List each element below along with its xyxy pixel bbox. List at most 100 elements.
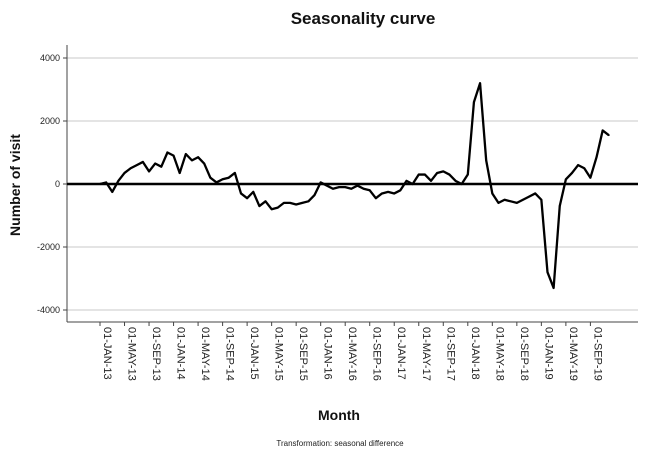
- data-point: [460, 183, 463, 185]
- data-point: [515, 202, 518, 204]
- data-point: [252, 190, 255, 193]
- data-point: [172, 154, 175, 157]
- y-axis-ticks: 4000 2000 0 -2000 -4000: [37, 53, 67, 315]
- data-point: [332, 187, 334, 190]
- data-point: [344, 186, 347, 189]
- data-point: [264, 200, 267, 203]
- data-point: [105, 181, 108, 184]
- data-point: [184, 153, 187, 155]
- x-axis-ticks: 01-JAN-13 01-MAY-13 01-SEP-13 01-JAN-14 01-M…: [99, 322, 603, 381]
- data-point: [283, 202, 285, 204]
- data-point: [522, 198, 524, 201]
- data-point: [142, 161, 144, 163]
- data-point: [393, 192, 396, 195]
- data-point: [442, 170, 445, 173]
- data-point: [227, 176, 230, 179]
- data-point: [607, 134, 610, 137]
- x-tick-label: 01-SEP-14: [224, 327, 236, 381]
- data-point: [209, 176, 212, 179]
- y-tick-label: 2000: [40, 116, 60, 126]
- chart-title: Seasonality curve: [291, 9, 436, 28]
- x-tick-label: 01-SEP-15: [297, 327, 309, 381]
- data-point: [246, 197, 249, 200]
- data-point: [160, 165, 163, 168]
- series-points: [99, 82, 610, 289]
- data-point: [362, 187, 365, 190]
- x-tick-label: 01-JAN-14: [175, 327, 187, 380]
- data-point: [503, 198, 506, 201]
- data-point: [534, 192, 537, 195]
- data-point: [509, 200, 512, 203]
- data-point: [129, 167, 132, 170]
- data-point: [601, 129, 604, 132]
- x-tick-label: 01-JAN-17: [395, 327, 407, 380]
- x-axis-label: Month: [318, 407, 360, 423]
- x-tick-label: 01-MAY-18: [493, 327, 505, 381]
- data-point: [558, 205, 561, 207]
- y-tick-label: -2000: [37, 242, 60, 252]
- data-point: [466, 173, 469, 176]
- data-point: [123, 172, 126, 174]
- data-point: [528, 195, 530, 198]
- data-point: [295, 203, 298, 206]
- data-point: [276, 206, 279, 209]
- data-point: [258, 205, 261, 207]
- data-point: [491, 192, 494, 195]
- data-point: [595, 156, 598, 159]
- data-point: [270, 208, 273, 211]
- data-point: [319, 181, 322, 184]
- data-point: [301, 202, 304, 204]
- data-point: [387, 190, 390, 193]
- data-point: [148, 170, 150, 173]
- data-point: [436, 172, 439, 174]
- data-point: [454, 179, 457, 182]
- data-point: [154, 162, 157, 165]
- x-tick-label: 01-MAY-17: [420, 327, 432, 381]
- data-point: [166, 151, 169, 154]
- data-point: [313, 194, 316, 196]
- data-point: [203, 162, 206, 165]
- data-point: [417, 173, 420, 176]
- data-point: [571, 172, 573, 174]
- x-tick-label: 01-SEP-19: [591, 327, 603, 381]
- data-point: [325, 184, 328, 187]
- x-tick-label: 01-JAN-18: [469, 327, 481, 380]
- x-tick-label: 01-MAY-13: [126, 327, 138, 381]
- data-point: [240, 192, 242, 195]
- data-point: [111, 190, 114, 193]
- data-point: [546, 271, 549, 274]
- y-tick-label: -4000: [37, 305, 60, 315]
- x-tick-label: 01-JAN-19: [542, 327, 554, 380]
- x-tick-label: 01-MAY-16: [346, 327, 358, 381]
- x-tick-label: 01-SEP-16: [371, 327, 383, 381]
- data-point: [473, 101, 475, 103]
- data-point: [405, 179, 408, 182]
- data-point: [374, 197, 377, 200]
- x-tick-label: 01-JAN-16: [322, 327, 334, 380]
- y-tick-label: 4000: [40, 53, 60, 63]
- data-point: [399, 189, 402, 192]
- data-point: [564, 178, 567, 181]
- data-point: [552, 287, 555, 289]
- data-point: [479, 82, 481, 85]
- y-tick-label: 0: [55, 179, 60, 189]
- data-point: [135, 164, 138, 167]
- data-point: [430, 179, 432, 182]
- data-point: [178, 172, 181, 174]
- data-point: [381, 192, 383, 195]
- x-tick-label: 01-SEP-17: [444, 327, 456, 381]
- data-point: [289, 202, 291, 204]
- data-point: [215, 181, 218, 184]
- data-point: [99, 183, 101, 185]
- data-point: [485, 159, 488, 162]
- x-tick-label: 01-MAY-15: [273, 327, 285, 381]
- series-line: [99, 82, 610, 290]
- data-point: [583, 167, 586, 170]
- data-point: [307, 200, 310, 203]
- data-point: [497, 202, 500, 204]
- data-point: [191, 159, 193, 162]
- y-axis-label: Number of visit: [7, 134, 23, 236]
- data-point: [411, 183, 414, 185]
- data-point: [423, 173, 426, 176]
